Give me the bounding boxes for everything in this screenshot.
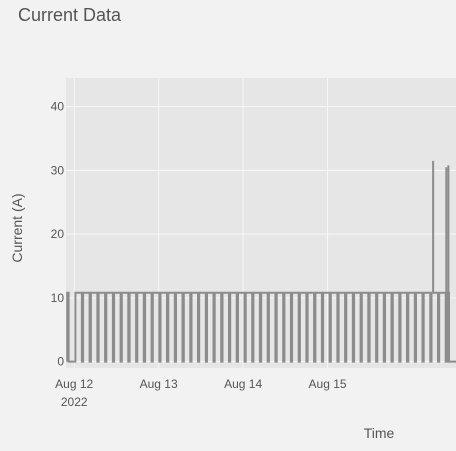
chart-title: Current Data: [18, 5, 122, 25]
y-tick-label: 20: [51, 227, 65, 241]
series-line: [66, 291, 456, 363]
x-tick-sublabel: 2022: [61, 395, 88, 409]
series-group: [66, 160, 456, 363]
y-tick-label: 10: [51, 291, 65, 305]
y-tick-label: 30: [51, 163, 65, 177]
x-tick-label: Aug 15: [309, 377, 347, 391]
y-tick-labels: 0 10 20 30 40: [51, 100, 65, 369]
x-tick-label: Aug 14: [224, 377, 262, 391]
x-tick-label: Aug 13: [140, 377, 178, 391]
y-axis-title: Current (A): [9, 193, 25, 262]
x-tick-label: Aug 12: [55, 377, 93, 391]
y-tick-label: 40: [51, 100, 65, 114]
x-tick-labels: Aug 12 2022 Aug 13 Aug 14 Aug 15: [55, 377, 347, 409]
y-tick-label: 0: [57, 355, 64, 369]
x-axis-title: Time: [364, 425, 395, 441]
